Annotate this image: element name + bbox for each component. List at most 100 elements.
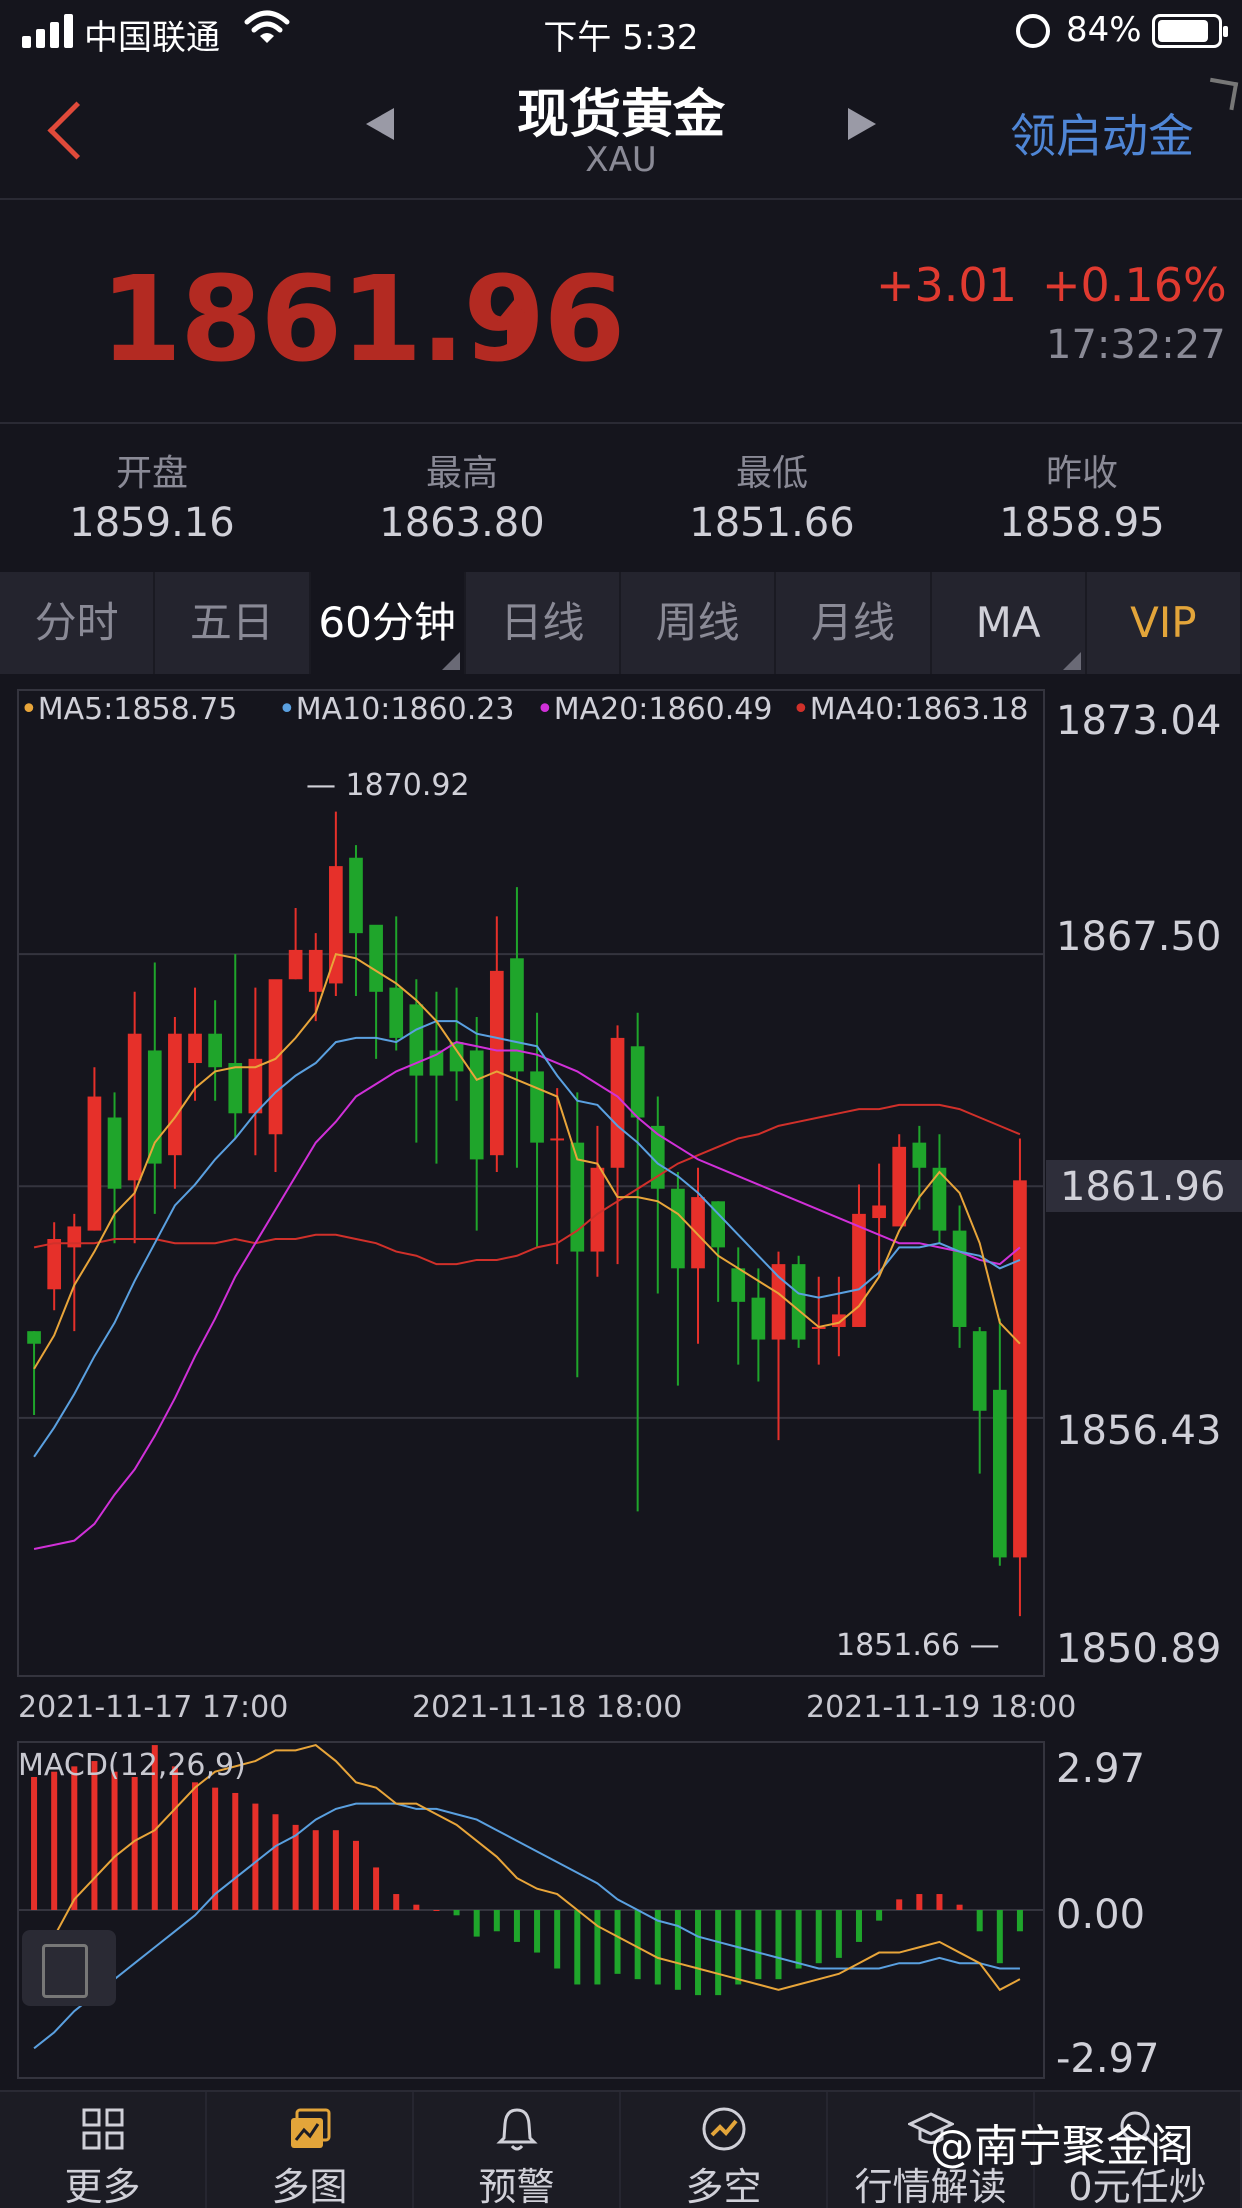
candle-down [791,1264,806,1340]
trend-circle-icon [702,2107,745,2151]
macd-bar [413,1904,420,1910]
macd-bar [71,1766,78,1910]
macd-bar [916,1894,923,1910]
candle-up [188,1033,202,1064]
stat-value-open: 1859.16 [69,500,235,546]
fullscreen-toggle-button[interactable] [22,1930,116,2006]
tab-weekly[interactable]: 周线 [621,572,777,674]
tab-vip[interactable]: VIP [1087,572,1242,674]
price-up-arrow-icon [496,300,532,352]
nav-more[interactable]: 更多 [0,2092,207,2208]
high-annotation: — 1870.92 [306,768,470,803]
price-change: +3.01 [876,258,1017,312]
nav-label: 预警 [478,2165,555,2208]
page-title: 现货黄金 [516,85,725,145]
stat-value-low: 1851.66 [689,500,855,546]
macd-bar [574,1910,581,1985]
candle-down [510,958,524,1072]
nav-long-short[interactable]: 多空 [621,2092,828,2208]
macd-bar [835,1910,842,1958]
ma20-line [33,1041,1021,1551]
grid-icon [82,2108,123,2150]
tab-ma[interactable]: MA [932,572,1087,674]
candle-up [127,1033,142,1181]
stat-label-high: 最高 [425,453,498,494]
legend-ma20: •MA20:1860.49 [536,692,773,727]
current-price: 1861.96 [100,250,625,388]
candle-down [630,1046,645,1118]
candle-down [228,1063,243,1114]
candle-up [308,949,323,992]
macd-bar [91,1761,98,1910]
macd-bar [534,1910,541,1953]
candle-down [449,1042,464,1072]
candle-up [87,1096,102,1231]
candle-down [107,1117,122,1189]
kline-chart[interactable] [0,684,1242,2084]
carrier-name: 中国联通 [84,18,220,58]
low-annotation: 1851.66 — [836,1628,1000,1663]
ma10-line [33,1020,1021,1458]
candle-up [872,1205,886,1219]
macd-bar [393,1894,400,1910]
macd-y-label: -2.97 [1056,2036,1160,2082]
macd-bar [212,1787,219,1910]
quote-time: 17:32:27 [1046,322,1226,368]
macd-bar [634,1910,641,1980]
macd-bar [876,1910,883,1921]
candle-down [530,1071,544,1143]
nav-multi-chart[interactable]: 多图 [207,2092,414,2208]
header-action-link[interactable]: 领启动金 [1010,109,1194,163]
candle-down [147,1050,162,1164]
legend-ma5: •MA5:1858.75 [20,692,238,727]
tab-daily[interactable]: 日线 [466,572,621,674]
macd-bar [855,1910,862,1942]
tab-timeshare[interactable]: 分时 [0,572,156,674]
battery-percent: 84% [1066,10,1142,50]
macd-y-label: 2.97 [1056,1746,1146,1792]
macd-bar [111,1771,118,1910]
candle-up [892,1146,907,1227]
previous-symbol-arrow-icon[interactable] [366,108,394,140]
y-axis-label: 1856.43 [1056,1408,1222,1454]
x-axis-label: 2021-11-18 18:00 [412,1690,683,1725]
macd-bar [252,1803,259,1910]
macd-bar [936,1894,943,1910]
macd-bar [896,1899,903,1910]
corner-expand-icon [1205,77,1239,111]
rotation-lock-icon [1016,14,1050,48]
stat-value-prev-close: 1858.95 [999,500,1165,546]
macd-bar [755,1910,762,1980]
macd-bar [996,1910,1003,1964]
tab-60-minute[interactable]: 60分钟 [310,572,466,674]
macd-bar [594,1910,601,1985]
watermark: @南宁聚金阁 [930,2121,1194,2172]
macd-bar [775,1910,782,1980]
candle-down [469,1050,484,1160]
tab-five-day[interactable]: 五日 [155,572,311,674]
candle-down [409,1004,424,1076]
candle-down [992,1389,1007,1558]
tab-monthly[interactable]: 月线 [776,572,932,674]
macd-bar [976,1910,983,1932]
nav-free-trade[interactable]: 0元任炒 [1035,2092,1242,2208]
candle-down [932,1167,947,1231]
candle-up [691,1197,705,1269]
macd-bar [332,1830,339,1910]
candle-down [711,1201,725,1248]
nav-market-analysis[interactable]: 行情解读 [828,2092,1035,2208]
nav-alert[interactable]: 预警 [414,2092,621,2208]
nav-label: 多图 [271,2165,348,2208]
macd-dea-line [33,1802,1020,2050]
y-axis-label: 1873.04 [1056,698,1222,744]
search-icon [1120,2111,1158,2150]
macd-bar [192,1782,199,1910]
candle-down [208,1033,222,1068]
macd-bar [352,1840,359,1910]
macd-bar [453,1910,460,1916]
macd-bar [493,1910,500,1932]
macd-label: MACD(12,26,9) [18,1748,246,1783]
next-symbol-arrow-icon[interactable] [848,108,876,140]
ma5-line [33,952,1021,1370]
macd-bar [654,1910,661,1985]
